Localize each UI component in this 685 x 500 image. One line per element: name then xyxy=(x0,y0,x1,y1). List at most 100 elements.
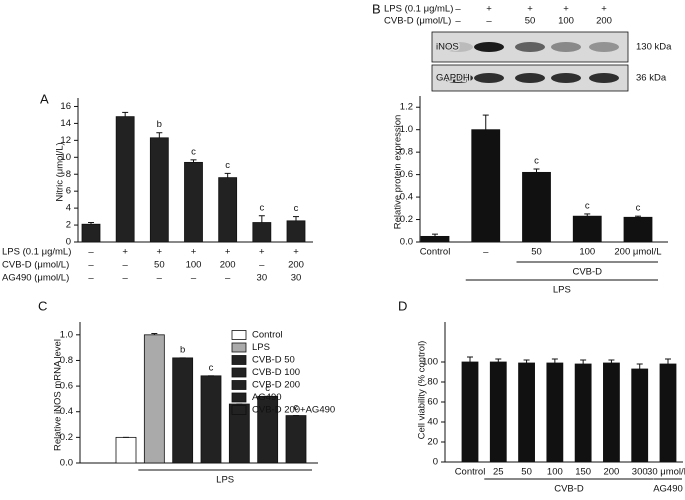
panel-label: B xyxy=(372,1,381,16)
bar xyxy=(461,361,479,463)
legend-label: Control xyxy=(252,330,283,341)
bar xyxy=(623,216,653,243)
blot-row-label: iNOS xyxy=(436,42,459,53)
bar xyxy=(420,235,450,243)
blot-header-cell: + xyxy=(486,4,492,15)
y-tick-label: 0.8 xyxy=(400,147,413,158)
legend-swatch xyxy=(231,342,247,353)
y-axis-label: Relative protein expression xyxy=(393,115,404,230)
y-tick-label: 0.6 xyxy=(400,169,413,180)
legend-label: AG490 xyxy=(252,392,282,403)
y-tick-label: 16 xyxy=(60,101,71,112)
x-table-cell: + xyxy=(293,247,299,258)
bar xyxy=(81,223,101,243)
y-tick-label: 14 xyxy=(60,118,71,129)
x-tick-label: Control xyxy=(455,467,486,478)
y-axis-label: Cell viability (% control) xyxy=(417,341,428,440)
y-tick-label: 0.2 xyxy=(60,432,73,443)
y-tick-label: 6 xyxy=(66,186,71,197)
blot-band xyxy=(474,73,504,83)
blot-header-cell: – xyxy=(486,16,492,27)
blot-header-cell: 200 xyxy=(596,16,612,27)
blot-size-label: 130 kDa xyxy=(636,42,672,53)
y-tick-label: 20 xyxy=(427,437,438,448)
significance-label: c xyxy=(225,160,230,171)
blot-header-cell: + xyxy=(527,4,533,15)
y-tick-label: 0 xyxy=(433,457,438,468)
x-table-cell: – xyxy=(191,273,197,284)
y-tick-label: 0.4 xyxy=(400,192,413,203)
x-tick-label: 200 μmol/L xyxy=(614,247,661,258)
y-axis-label: Relative iNOS mRNA level xyxy=(53,339,64,451)
x-tick-label: 50 xyxy=(521,467,532,478)
x-table-cell: + xyxy=(259,247,265,258)
legend-label: CVB-D 200 xyxy=(252,380,300,391)
bar xyxy=(218,177,238,243)
blot-band xyxy=(474,42,504,52)
y-tick-label: 1.0 xyxy=(400,124,413,135)
y-tick-label: 40 xyxy=(427,417,438,428)
blot-band xyxy=(443,42,473,52)
bar xyxy=(546,362,564,463)
legend-swatch xyxy=(231,392,247,403)
legend-swatch xyxy=(231,330,247,340)
significance-label: c xyxy=(636,203,641,214)
group-label: CVB-D xyxy=(572,267,602,278)
legend-label: CVB-D 50 xyxy=(252,355,295,366)
significance-label: c xyxy=(209,362,214,373)
blot-header-cell: + xyxy=(563,4,569,15)
x-tick-label: 50 xyxy=(531,247,542,258)
legend-swatch xyxy=(231,367,247,378)
bar xyxy=(252,222,272,243)
blot-header-cell: + xyxy=(601,4,607,15)
y-axis-label: Nitric (μmol/L) xyxy=(55,142,66,201)
significance-label: c xyxy=(294,203,299,214)
y-tick-label: 0.2 xyxy=(400,214,413,225)
x-tick-label: 30 μmol/L xyxy=(647,467,685,478)
blot-band xyxy=(589,73,619,83)
significance-label: b xyxy=(180,344,185,355)
bar xyxy=(489,361,507,463)
y-tick-label: 60 xyxy=(427,397,438,408)
bar xyxy=(574,363,592,463)
panel-label: C xyxy=(38,298,47,313)
x-table-label: AG490 (μmol/L) xyxy=(2,273,69,284)
significance-label: c xyxy=(294,402,299,413)
x-table-cell: + xyxy=(191,247,197,258)
bar xyxy=(200,375,222,464)
x-table-cell: + xyxy=(157,247,163,258)
x-tick-label: – xyxy=(483,247,489,258)
bar xyxy=(603,362,620,463)
panel-label: D xyxy=(398,298,407,313)
bar xyxy=(471,129,501,243)
x-tick-label: 25 xyxy=(493,467,504,478)
group-label: CVB-D xyxy=(554,484,584,495)
group-label: LPS xyxy=(553,285,571,296)
significance-label: c xyxy=(534,156,539,167)
bar xyxy=(572,215,602,243)
blot-band xyxy=(551,73,581,83)
x-table-cell: 50 xyxy=(154,260,165,271)
y-tick-label: 80 xyxy=(427,377,438,388)
y-tick-label: 0.8 xyxy=(60,355,73,366)
y-tick-label: 100 xyxy=(422,357,438,368)
x-table-cell: 200 xyxy=(288,260,304,271)
x-table-cell: 30 xyxy=(257,273,268,284)
bar xyxy=(518,362,535,463)
x-tick-label: 100 xyxy=(579,247,595,258)
bar xyxy=(286,220,306,243)
y-tick-label: 1.2 xyxy=(400,102,413,113)
panel-label: A xyxy=(40,91,49,106)
bar xyxy=(659,363,677,463)
x-table-cell: – xyxy=(157,273,163,284)
blot-band xyxy=(443,73,473,83)
blot-size-label: 36 kDa xyxy=(636,73,667,84)
significance-label: c xyxy=(585,200,590,211)
blot-band xyxy=(515,73,545,83)
x-table-cell: – xyxy=(123,260,129,271)
significance-label: c xyxy=(191,146,196,157)
bar xyxy=(115,116,135,243)
x-table-cell: 30 xyxy=(291,273,302,284)
legend-swatch xyxy=(231,405,247,415)
blot-header-cell: – xyxy=(455,16,461,27)
